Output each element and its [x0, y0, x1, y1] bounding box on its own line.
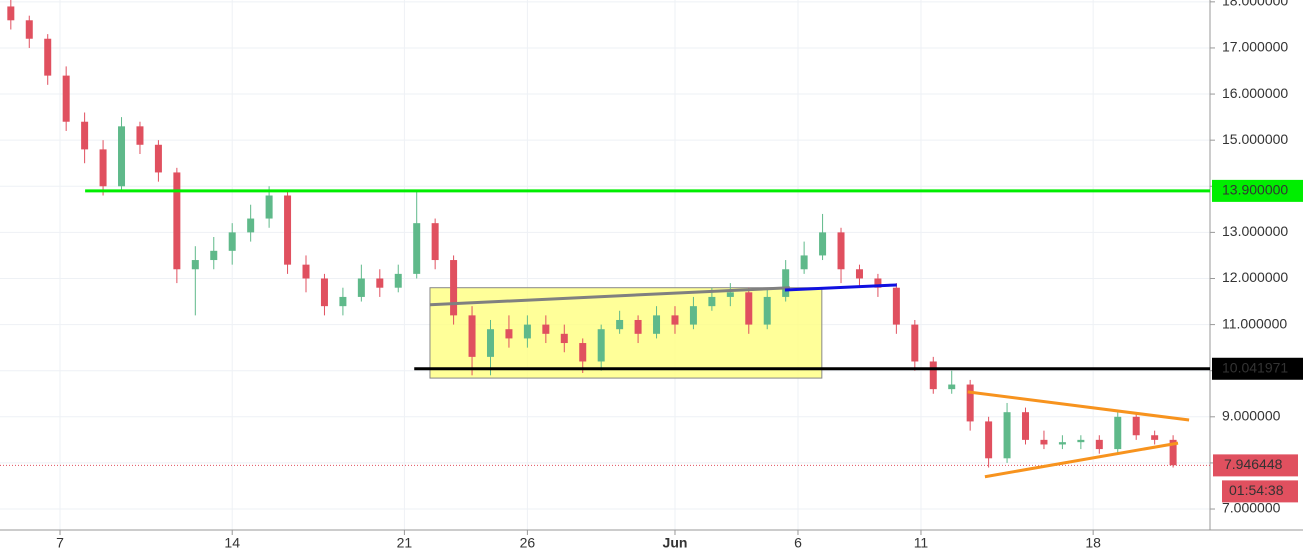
candle-body	[689, 306, 697, 325]
candle-body	[284, 195, 292, 265]
candle-body	[1095, 439, 1103, 450]
candle-body	[468, 315, 476, 357]
candle-body	[44, 38, 52, 76]
x-tick-label: 18	[1085, 535, 1101, 551]
candle-body	[523, 324, 531, 339]
trendline	[984, 441, 1179, 479]
level-label: 13.900000	[1222, 182, 1288, 198]
y-tick-label: 12.000000	[1222, 269, 1288, 285]
trendline	[784, 283, 897, 292]
candle-body	[81, 121, 89, 150]
candle-body	[228, 232, 236, 251]
candle-body	[431, 223, 439, 261]
price-label-box	[1213, 454, 1298, 477]
candle-body	[118, 126, 126, 187]
x-tick-label: 26	[520, 535, 536, 551]
x-tick-label: Jun	[663, 535, 688, 551]
x-tick-label: 14	[224, 535, 240, 551]
y-tick-label: 18.000000	[1222, 0, 1288, 9]
x-tick-label: 7	[56, 535, 64, 551]
candle-body	[357, 278, 365, 297]
candle-body	[985, 421, 993, 459]
candle-body	[210, 250, 218, 261]
candle-body	[819, 232, 827, 256]
x-tick-label: 6	[794, 535, 802, 551]
candle-body	[579, 343, 587, 362]
candle-body	[247, 218, 255, 233]
candle-body	[929, 361, 937, 390]
candle-body	[966, 384, 974, 422]
candle-body	[763, 296, 771, 325]
candle-body	[800, 255, 808, 270]
candle-body	[597, 329, 605, 362]
candle-body	[708, 296, 716, 307]
candle-body	[1077, 439, 1085, 443]
candle-body	[505, 329, 513, 339]
trendline	[429, 286, 790, 307]
candle-body	[339, 296, 347, 307]
candle-body	[1058, 442, 1066, 445]
candle-body	[542, 324, 550, 334]
y-tick-label: 7.000000	[1222, 500, 1281, 516]
countdown: 01:54:38	[1229, 482, 1284, 498]
candle-body	[1132, 416, 1140, 436]
level-label-box	[1212, 179, 1303, 202]
y-tick-label: 16.000000	[1222, 85, 1288, 101]
candle-body	[1169, 439, 1177, 466]
candle-body	[782, 269, 790, 297]
candle-body	[320, 278, 328, 307]
candle-body	[1040, 439, 1048, 445]
candle-body	[745, 292, 753, 325]
candle-body	[450, 260, 458, 316]
candle-body	[634, 319, 642, 334]
level-label-box	[1212, 357, 1303, 380]
candle-body	[726, 292, 734, 297]
y-tick-label: 17.000000	[1222, 39, 1288, 55]
candle-body	[874, 278, 882, 288]
x-tick-label: 21	[397, 535, 413, 551]
price-label: 7.946448	[1224, 456, 1283, 472]
candle-body	[1003, 412, 1011, 459]
candle-body	[671, 315, 679, 325]
candle-body	[948, 384, 956, 390]
candle-body	[653, 315, 661, 334]
y-tick-label: 11.000000	[1222, 315, 1287, 331]
candle-body	[486, 329, 494, 357]
countdown-box	[1222, 480, 1298, 503]
candle-body	[911, 324, 919, 362]
candle-body	[1151, 435, 1159, 440]
level-label: 10.041971	[1222, 359, 1288, 375]
candle-body	[154, 144, 162, 173]
y-tick-label: 9.000000	[1222, 408, 1281, 424]
candle-body	[1022, 412, 1030, 440]
candle-body	[25, 20, 33, 39]
candle-body	[413, 223, 421, 274]
trendline	[967, 390, 1190, 422]
candle-body	[265, 195, 273, 219]
candle-body	[191, 260, 199, 270]
candle-body	[302, 264, 310, 279]
candle-body	[376, 278, 384, 288]
candle-body	[7, 6, 15, 21]
candle-body	[62, 75, 70, 122]
candle-body	[560, 333, 568, 344]
candle-body	[136, 126, 144, 145]
y-tick-label: 13.000000	[1222, 223, 1288, 239]
candle-body	[99, 149, 107, 187]
candle-body	[855, 269, 863, 279]
candle-body	[1114, 416, 1122, 450]
candle-body	[837, 232, 845, 270]
y-tick-label: 15.000000	[1222, 131, 1288, 147]
x-tick-label: 11	[914, 535, 929, 551]
candle-body	[616, 319, 624, 330]
candle-body	[394, 273, 402, 288]
candle-body	[173, 172, 181, 270]
candle-body	[892, 287, 900, 325]
